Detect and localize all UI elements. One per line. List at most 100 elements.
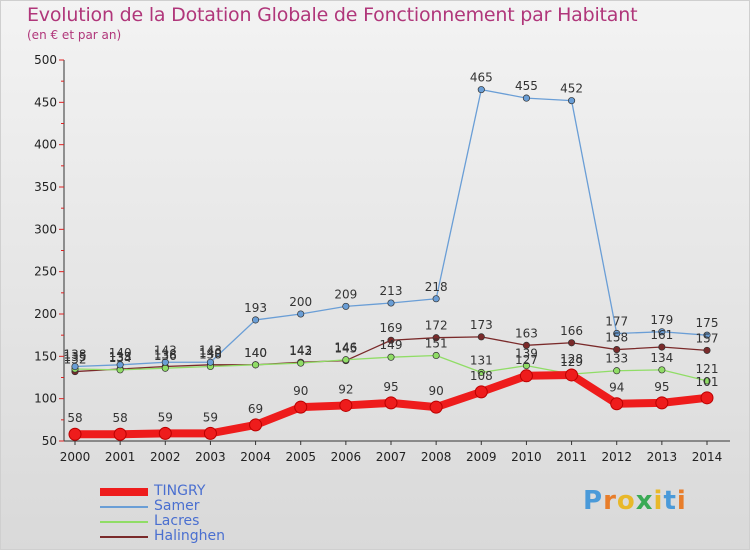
data-point xyxy=(297,359,305,367)
data-point xyxy=(703,346,711,354)
data-point xyxy=(658,328,666,336)
data-label: 136 xyxy=(154,349,177,363)
data-point xyxy=(568,97,576,105)
data-point xyxy=(116,361,124,369)
data-point xyxy=(432,334,440,342)
logo-letter: i xyxy=(676,486,687,516)
x-tick-label: 2007 xyxy=(376,450,407,464)
data-point xyxy=(113,427,127,441)
data-label: 58 xyxy=(67,411,82,425)
data-label: 166 xyxy=(560,324,583,338)
legend-label: Halinghen xyxy=(154,528,226,544)
data-point xyxy=(387,336,395,344)
legend-label: TINGRY xyxy=(154,483,206,499)
data-label: 151 xyxy=(425,336,448,350)
x-tick-label: 2000 xyxy=(60,450,91,464)
axes: 50 100 150 200 250 300 350 400 450 500 2000 2001 200… xyxy=(34,53,730,464)
legend-label: Samer xyxy=(154,498,200,514)
data-label: 95 xyxy=(654,380,669,394)
data-point xyxy=(519,369,533,383)
y-tick-label: 50 xyxy=(42,434,57,448)
legend-item-lacres: Lacres xyxy=(100,514,225,529)
logo-letter: P xyxy=(583,486,604,516)
data-label: 95 xyxy=(383,380,398,394)
legend-item-samer: Samer xyxy=(100,499,225,514)
data-point xyxy=(432,351,440,360)
x-tick-label: 2006 xyxy=(331,450,362,464)
x-tick-label: 2014 xyxy=(692,450,723,464)
data-label: 121 xyxy=(696,362,719,376)
legend-swatch xyxy=(100,487,148,496)
data-point xyxy=(158,426,172,440)
data-point xyxy=(206,358,214,366)
data-point xyxy=(387,353,395,361)
data-point xyxy=(703,331,711,339)
logo-letter: o xyxy=(616,486,636,516)
data-point xyxy=(568,339,576,347)
data-point xyxy=(522,341,530,349)
data-label: 129 xyxy=(560,355,583,369)
data-point xyxy=(700,391,714,405)
data-label: 143 xyxy=(289,343,312,357)
y-tick-label: 150 xyxy=(34,349,57,363)
data-label: 149 xyxy=(380,338,403,352)
y-tick-label: 350 xyxy=(34,180,57,194)
data-label: 452 xyxy=(560,82,583,96)
data-point xyxy=(613,346,621,354)
data-label: 140 xyxy=(109,346,132,360)
chart-subtitle: (en € et par an) xyxy=(27,28,122,42)
x-tick-label: 2010 xyxy=(511,450,542,464)
x-tick-label: 2012 xyxy=(601,450,632,464)
data-point xyxy=(339,398,353,412)
data-label: 193 xyxy=(244,301,267,315)
data-label: 134 xyxy=(109,351,132,365)
data-label: 131 xyxy=(470,353,493,367)
legend: TINGRY Samer Lacres Halinghen xyxy=(100,484,225,544)
data-label: 173 xyxy=(470,318,493,332)
data-label: 145 xyxy=(334,342,357,356)
logo-letter: t xyxy=(663,486,677,516)
data-label: 218 xyxy=(425,280,448,294)
legend-item-halinghen: Halinghen xyxy=(100,529,225,544)
data-point xyxy=(68,427,82,441)
data-point xyxy=(387,299,395,307)
data-point xyxy=(658,343,666,351)
y-tick-label: 450 xyxy=(34,95,57,109)
data-label: 138 xyxy=(64,347,87,361)
data-label: 163 xyxy=(515,326,538,340)
y-tick-label: 300 xyxy=(34,222,57,236)
data-point xyxy=(161,364,169,372)
data-label: 139 xyxy=(515,347,538,361)
data-label: 128 xyxy=(560,352,583,366)
data-label: 213 xyxy=(380,284,403,298)
data-label: 142 xyxy=(289,344,312,358)
x-tick-label: 2003 xyxy=(195,450,226,464)
y-tick-label: 200 xyxy=(34,307,57,321)
data-label: 101 xyxy=(696,375,719,389)
data-point xyxy=(565,368,579,382)
data-label: 58 xyxy=(113,411,128,425)
y-tick-label: 400 xyxy=(34,138,57,152)
data-label: 140 xyxy=(244,346,267,360)
data-point xyxy=(249,418,263,432)
data-label: 138 xyxy=(199,347,222,361)
x-tick-label: 2005 xyxy=(285,450,316,464)
data-label: 179 xyxy=(650,313,673,327)
data-label: 92 xyxy=(338,382,353,396)
data-label: 172 xyxy=(425,319,448,333)
data-point xyxy=(342,302,350,310)
data-label: 132 xyxy=(64,353,87,367)
data-label: 59 xyxy=(203,410,218,424)
data-label: 143 xyxy=(154,343,177,357)
y-tick-label: 500 xyxy=(34,53,57,67)
data-label: 140 xyxy=(244,346,267,360)
data-point xyxy=(477,333,485,341)
data-label: 69 xyxy=(248,402,263,416)
x-tick-label: 2008 xyxy=(421,450,452,464)
legend-label: Lacres xyxy=(154,513,200,529)
data-label: 59 xyxy=(158,410,173,424)
data-point xyxy=(297,310,305,318)
data-label: 135 xyxy=(64,350,87,364)
